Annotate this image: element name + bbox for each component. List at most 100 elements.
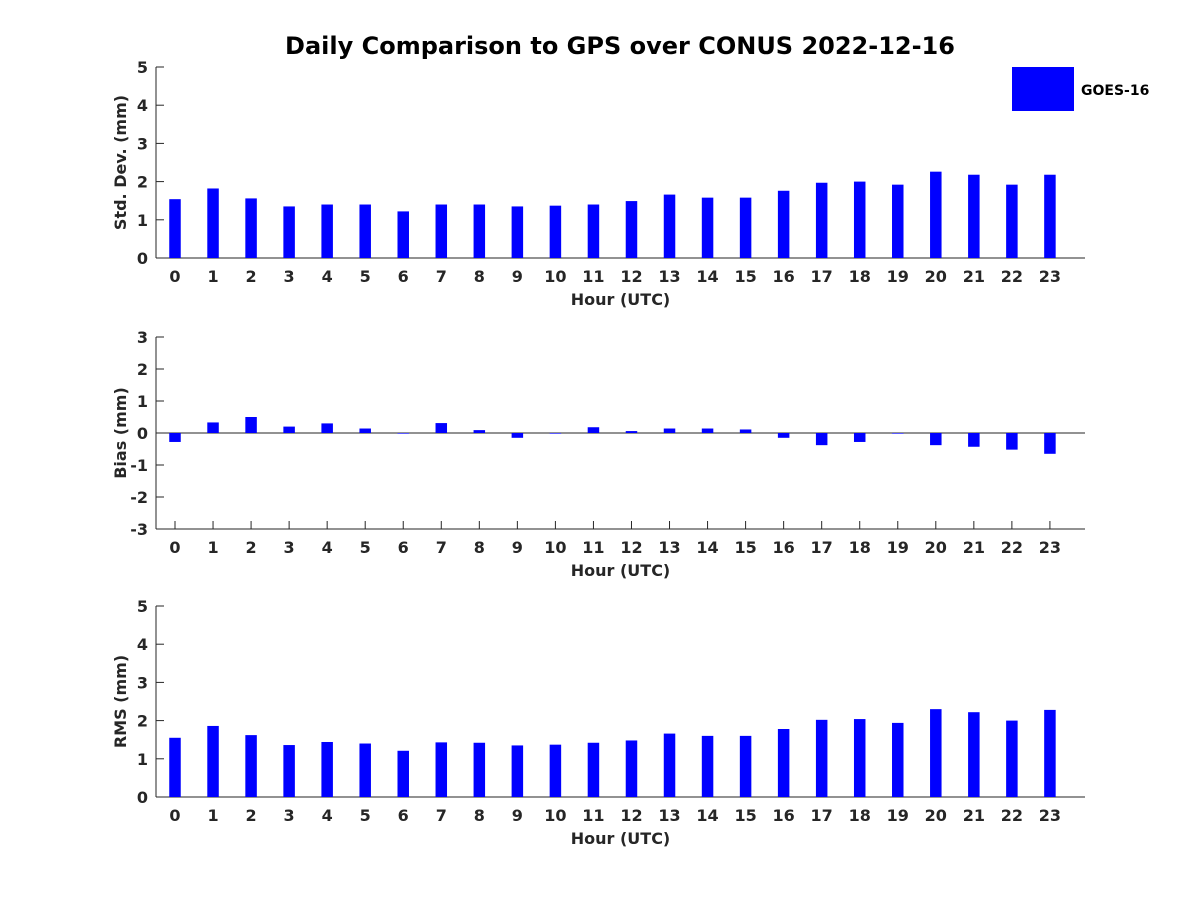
- rms-x-tick-label: 8: [474, 806, 485, 825]
- std-dev-bar: [321, 204, 333, 258]
- rms-bar: [1044, 709, 1056, 797]
- rms-bar: [435, 742, 448, 797]
- std-dev-y-label: Std. Dev. (mm): [111, 95, 130, 230]
- rms-x-tick-label: 4: [322, 806, 333, 825]
- std-dev-x-tick-label: 6: [398, 267, 409, 286]
- bias-bar: [663, 428, 676, 433]
- rms-x-tick-label: 17: [811, 806, 833, 825]
- rms-x-tick-label: 22: [1001, 806, 1023, 825]
- bias-x-tick-label: 16: [773, 538, 795, 557]
- rms-bar: [549, 744, 562, 797]
- bias-x-tick-label: 3: [284, 538, 295, 557]
- bias-x-tick-label: 19: [887, 538, 909, 557]
- std-dev-y-tick-label: 4: [137, 96, 148, 115]
- rms-x-tick-label: 2: [246, 806, 257, 825]
- bias-x-tick-label: 10: [544, 538, 566, 557]
- bias-x-tick-label: 17: [811, 538, 833, 557]
- rms-bar: [283, 745, 295, 797]
- rms-bar: [815, 719, 828, 797]
- bias-bar: [435, 423, 448, 433]
- bias-y-tick-label: 3: [137, 328, 148, 347]
- std-dev-bar: [701, 197, 714, 258]
- rms-bar: [625, 740, 638, 797]
- bias-bar: [359, 428, 371, 433]
- std-dev-x-tick-label: 12: [620, 267, 642, 286]
- rms-y-tick-label: 4: [137, 635, 148, 654]
- legend-swatch-goes16: [1012, 67, 1074, 111]
- rms-x-tick-label: 19: [887, 806, 909, 825]
- bias-bar: [739, 429, 752, 433]
- bias-y-tick-label: 2: [137, 360, 148, 379]
- rms-bar: [359, 743, 371, 797]
- rms-y-tick-label: 3: [137, 673, 148, 692]
- std-dev-x-tick-label: 10: [544, 267, 566, 286]
- rms-x-tick-label: 14: [696, 806, 718, 825]
- std-dev-y-tick-label: 0: [137, 249, 148, 268]
- std-dev-bar: [549, 205, 562, 258]
- bias-x-label: Hour (UTC): [571, 561, 671, 580]
- std-dev-bar: [169, 199, 181, 258]
- rms-x-tick-label: 10: [544, 806, 566, 825]
- std-dev-y-tick-label: 1: [137, 211, 148, 230]
- std-dev-bar: [207, 188, 219, 258]
- rms-x-tick-label: 11: [582, 806, 604, 825]
- std-dev-x-tick-label: 7: [436, 267, 447, 286]
- bias-x-tick-label: 21: [963, 538, 985, 557]
- std-dev-x-tick-label: 21: [963, 267, 985, 286]
- bias-bar: [169, 433, 181, 442]
- rms-bar: [321, 741, 333, 797]
- rms-bar: [587, 742, 600, 797]
- std-dev-bar: [245, 198, 257, 258]
- bias-bar: [207, 422, 219, 433]
- rms-bar: [777, 729, 790, 797]
- bias-x-tick-label: 9: [512, 538, 523, 557]
- std-dev-x-tick-label: 18: [849, 267, 871, 286]
- std-dev-x-tick-label: 22: [1001, 267, 1023, 286]
- rms-x-tick-label: 1: [207, 806, 218, 825]
- rms-x-tick-label: 0: [169, 806, 180, 825]
- bias-bar: [549, 433, 562, 434]
- std-dev-x-tick-label: 16: [773, 267, 795, 286]
- bias-x-tick-label: 12: [620, 538, 642, 557]
- std-dev-y-tick-label: 2: [137, 173, 148, 192]
- rms-bar: [169, 737, 181, 797]
- std-dev-bar: [930, 171, 942, 258]
- std-dev-bar: [587, 204, 600, 258]
- rms-x-tick-label: 21: [963, 806, 985, 825]
- std-dev-x-tick-label: 9: [512, 267, 523, 286]
- bias-bar: [1006, 433, 1018, 450]
- bias-x-tick-label: 11: [582, 538, 604, 557]
- rms-bar: [1006, 720, 1018, 797]
- bias-bar: [245, 417, 257, 433]
- bias-bar: [701, 428, 714, 433]
- rms-x-tick-label: 7: [436, 806, 447, 825]
- rms-bar: [663, 733, 676, 797]
- rms-bar: [739, 735, 752, 797]
- bias-bar: [587, 427, 600, 433]
- bias-bar: [397, 433, 409, 434]
- bias-x-tick-label: 4: [322, 538, 333, 557]
- rms-y-label: RMS (mm): [111, 655, 130, 748]
- figure-title: Daily Comparison to GPS over CONUS 2022-…: [285, 32, 955, 60]
- bias-bar: [283, 426, 295, 433]
- bias-y-tick-label: -1: [130, 456, 148, 475]
- rms-x-tick-label: 6: [398, 806, 409, 825]
- bias-x-tick-label: 20: [925, 538, 947, 557]
- bias-bar: [511, 433, 524, 438]
- rms-y-tick-label: 2: [137, 712, 148, 731]
- rms-x-tick-label: 5: [360, 806, 371, 825]
- std-dev-y-tick-label: 5: [137, 58, 148, 77]
- bias-x-tick-label: 15: [734, 538, 756, 557]
- rms-x-tick-label: 3: [284, 806, 295, 825]
- std-dev-bar: [1006, 184, 1018, 258]
- bias-x-tick-label: 22: [1001, 538, 1023, 557]
- std-dev-x-tick-label: 1: [207, 267, 218, 286]
- std-dev-bar: [968, 174, 980, 258]
- bias-y-tick-label: -3: [130, 520, 148, 539]
- std-dev-x-tick-label: 3: [284, 267, 295, 286]
- bias-x-tick-label: 5: [360, 538, 371, 557]
- std-dev-x-label: Hour (UTC): [571, 290, 671, 309]
- std-dev-bar: [511, 206, 524, 258]
